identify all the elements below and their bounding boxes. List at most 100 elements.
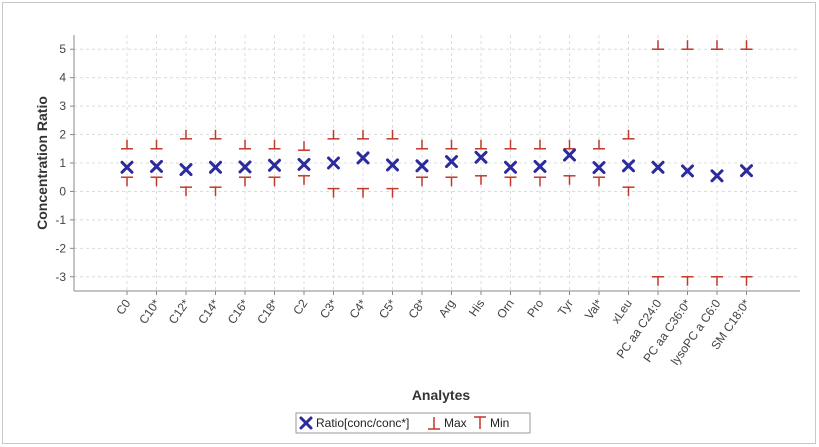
y-tick-label: -3 xyxy=(55,270,66,284)
x-tick-label: C2 xyxy=(290,296,310,317)
x-tick-label: C12* xyxy=(166,296,193,326)
ratio-marker xyxy=(563,148,576,162)
min-marker xyxy=(150,176,163,187)
max-marker xyxy=(327,129,340,140)
x-tick-label: C16* xyxy=(225,296,252,326)
max-marker xyxy=(239,139,251,150)
min-marker xyxy=(416,176,428,187)
max-marker xyxy=(357,129,369,140)
x-tick-label: xLeu xyxy=(609,297,635,326)
min-marker xyxy=(298,175,310,185)
ratio-marker xyxy=(681,164,694,178)
max-marker xyxy=(386,129,399,140)
min-marker xyxy=(652,276,664,286)
x-tick-label: Tyr xyxy=(555,297,576,319)
x-axis-title: Analytes xyxy=(412,387,471,403)
y-tick-label: 1 xyxy=(59,156,66,170)
x-tick-label: C0 xyxy=(113,296,133,317)
ratio-marker xyxy=(740,164,753,178)
y-tick-label: -1 xyxy=(55,213,66,227)
ratio-marker xyxy=(474,150,488,164)
ratio-marker xyxy=(592,161,606,175)
ratio-marker xyxy=(120,160,134,174)
ratio-marker xyxy=(327,156,340,170)
min-marker xyxy=(534,176,546,187)
legend-box xyxy=(295,412,531,434)
max-marker xyxy=(445,139,458,150)
y-axis-title: Concentration Ratio xyxy=(34,96,50,230)
ratio-marker xyxy=(651,160,665,174)
x-tick-label: C5* xyxy=(376,296,399,321)
max-marker xyxy=(150,139,163,150)
max-marker xyxy=(209,129,222,140)
max-marker xyxy=(563,139,576,150)
y-tick-labels: -3 -2 -1 0 1 2 3 4 5 xyxy=(55,42,66,284)
min-marker xyxy=(268,176,281,187)
ratio-marker xyxy=(179,163,193,177)
x-tick-label: C3* xyxy=(317,296,340,321)
x-tick-label: Orn xyxy=(494,297,517,321)
min-marker xyxy=(711,276,723,286)
min-marker xyxy=(504,176,517,187)
legend-label-max: Max xyxy=(444,416,467,430)
x-tick-label: Pro xyxy=(524,296,546,320)
min-marker xyxy=(357,187,369,198)
min-marker xyxy=(327,187,340,198)
ratio-marker xyxy=(710,169,724,183)
max-marker xyxy=(180,129,192,140)
max-marker xyxy=(711,40,723,50)
min-marker xyxy=(740,276,753,286)
legend: Ratio[conc/conc*] Max Min xyxy=(295,412,531,434)
legend-swatch-max xyxy=(428,417,440,430)
min-marker xyxy=(121,176,133,187)
legend-swatch-min xyxy=(474,416,486,429)
ratio-marker xyxy=(622,159,635,173)
x-tick-labels: C0 C10* C12* C14* C16* C18* C2 C3* C4* C5* C8* Arg H… xyxy=(113,296,753,367)
min-marker xyxy=(475,175,487,185)
y-tick-label: 3 xyxy=(59,99,66,113)
y-tick-label: 4 xyxy=(59,71,66,85)
max-marker xyxy=(622,129,635,140)
data-marks xyxy=(120,40,753,286)
y-tick-label: -2 xyxy=(55,241,66,255)
legend-swatch-ratio xyxy=(299,416,313,430)
ratio-marker xyxy=(533,159,547,173)
y-tick-label: 0 xyxy=(59,184,66,198)
legend-label-min: Min xyxy=(490,416,509,430)
min-marker xyxy=(593,176,605,187)
ratio-marker xyxy=(415,159,429,173)
min-marker xyxy=(239,176,251,187)
x-tick-label: C8* xyxy=(406,296,429,321)
max-marker xyxy=(681,40,694,50)
x-tick-label: C18* xyxy=(254,296,281,326)
ratio-marker xyxy=(356,151,370,165)
x-tick-label: C10* xyxy=(136,296,163,326)
max-marker xyxy=(593,139,605,150)
ratio-marker xyxy=(297,157,311,171)
ratio-marker xyxy=(386,158,399,172)
x-tick-label: His xyxy=(466,297,487,319)
max-marker xyxy=(298,141,310,151)
max-marker xyxy=(534,139,546,150)
min-marker xyxy=(563,175,576,185)
x-tick-label: C4* xyxy=(347,296,370,321)
min-marker xyxy=(445,176,458,187)
max-marker xyxy=(268,139,281,150)
grid-lines xyxy=(74,35,800,291)
ratio-marker xyxy=(504,160,517,174)
min-marker xyxy=(622,186,635,197)
axes xyxy=(70,35,800,295)
ratio-marker xyxy=(268,158,281,172)
x-tick-label: Val* xyxy=(582,296,606,322)
max-marker xyxy=(475,139,487,150)
x-tick-label: Arg xyxy=(436,297,458,320)
ratio-marker xyxy=(209,160,222,174)
max-marker xyxy=(652,40,664,50)
ratio-marker xyxy=(238,160,252,174)
min-marker xyxy=(209,186,222,197)
y-tick-label: 5 xyxy=(59,42,66,56)
x-tick-label: C14* xyxy=(195,296,222,326)
y-tick-label: 2 xyxy=(59,128,66,142)
max-marker xyxy=(416,139,428,150)
